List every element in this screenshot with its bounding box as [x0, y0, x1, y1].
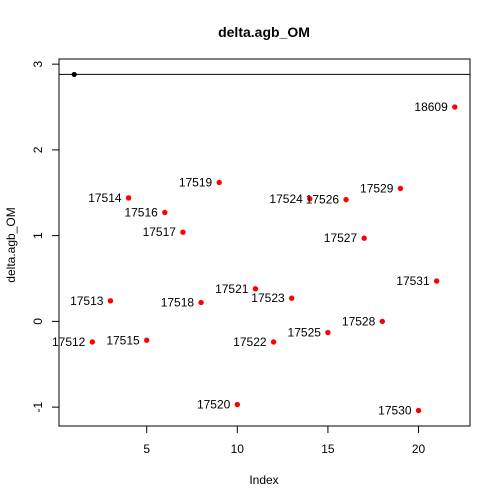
point-label: 17517	[143, 225, 177, 239]
point-label: 17529	[360, 181, 394, 195]
point-label: 17524	[269, 192, 303, 206]
data-point	[144, 337, 150, 343]
point-label: 17526	[306, 193, 340, 207]
data-point	[180, 229, 186, 235]
point-label: 18609	[414, 100, 448, 114]
data-point	[415, 407, 422, 414]
chart-title: delta.agb_OM	[218, 24, 310, 40]
data-point	[89, 339, 96, 345]
point-label: 17523	[251, 291, 285, 305]
data-point	[252, 286, 259, 292]
data-point	[162, 209, 168, 216]
point-label: 17513	[70, 294, 104, 308]
data-point	[343, 196, 349, 203]
point-label: 17515	[106, 333, 140, 347]
reference-point	[71, 71, 77, 78]
point-labels: 17512 17513 17514 17515 17516 17517 17518 17519…	[52, 100, 448, 418]
x-tick-label: 15	[321, 442, 335, 456]
data-point	[397, 185, 404, 192]
x-tick-label: 5	[143, 442, 150, 456]
x-tick-label: 20	[412, 442, 426, 456]
point-label: 17512	[52, 335, 86, 349]
point-label: 17518	[161, 296, 195, 310]
point-label: 17520	[197, 398, 231, 412]
data-point	[288, 295, 295, 301]
x-axis-label: Index	[249, 473, 278, 487]
x-axis: 5 10 15 20	[143, 426, 426, 456]
x-tick-label: 10	[231, 442, 245, 456]
data-point	[198, 299, 204, 306]
point-label: 17521	[215, 282, 249, 296]
point-label: 17522	[233, 335, 267, 349]
data-point	[216, 179, 222, 186]
y-tick-label: 3	[31, 60, 45, 67]
data-point	[433, 278, 440, 284]
point-label: 17527	[324, 231, 358, 245]
data-point	[107, 298, 114, 304]
point-label: 17519	[179, 175, 213, 189]
point-label: 17525	[288, 326, 322, 340]
data-point	[125, 195, 132, 201]
point-label: 17514	[88, 191, 122, 205]
y-tick-label: 2	[31, 146, 45, 153]
data-point	[234, 401, 241, 408]
y-axis: -1 0 1 2 3	[31, 60, 59, 412]
data-point	[307, 196, 313, 202]
data-points	[89, 104, 458, 414]
data-point	[452, 104, 458, 110]
point-label: 17528	[342, 314, 376, 328]
y-tick-label: 0	[31, 318, 45, 325]
y-tick-label: 1	[31, 232, 45, 239]
point-label: 17516	[124, 205, 158, 219]
point-label: 17531	[396, 274, 430, 288]
y-axis-label: delta.agb_OM	[4, 207, 18, 282]
data-point	[379, 318, 385, 325]
data-point	[270, 339, 277, 345]
plot-frame	[58, 58, 471, 427]
data-point	[325, 329, 331, 336]
reference-layer	[59, 71, 470, 78]
data-point	[361, 235, 367, 241]
point-label: 17530	[378, 404, 412, 418]
y-tick-label: -1	[31, 401, 45, 412]
